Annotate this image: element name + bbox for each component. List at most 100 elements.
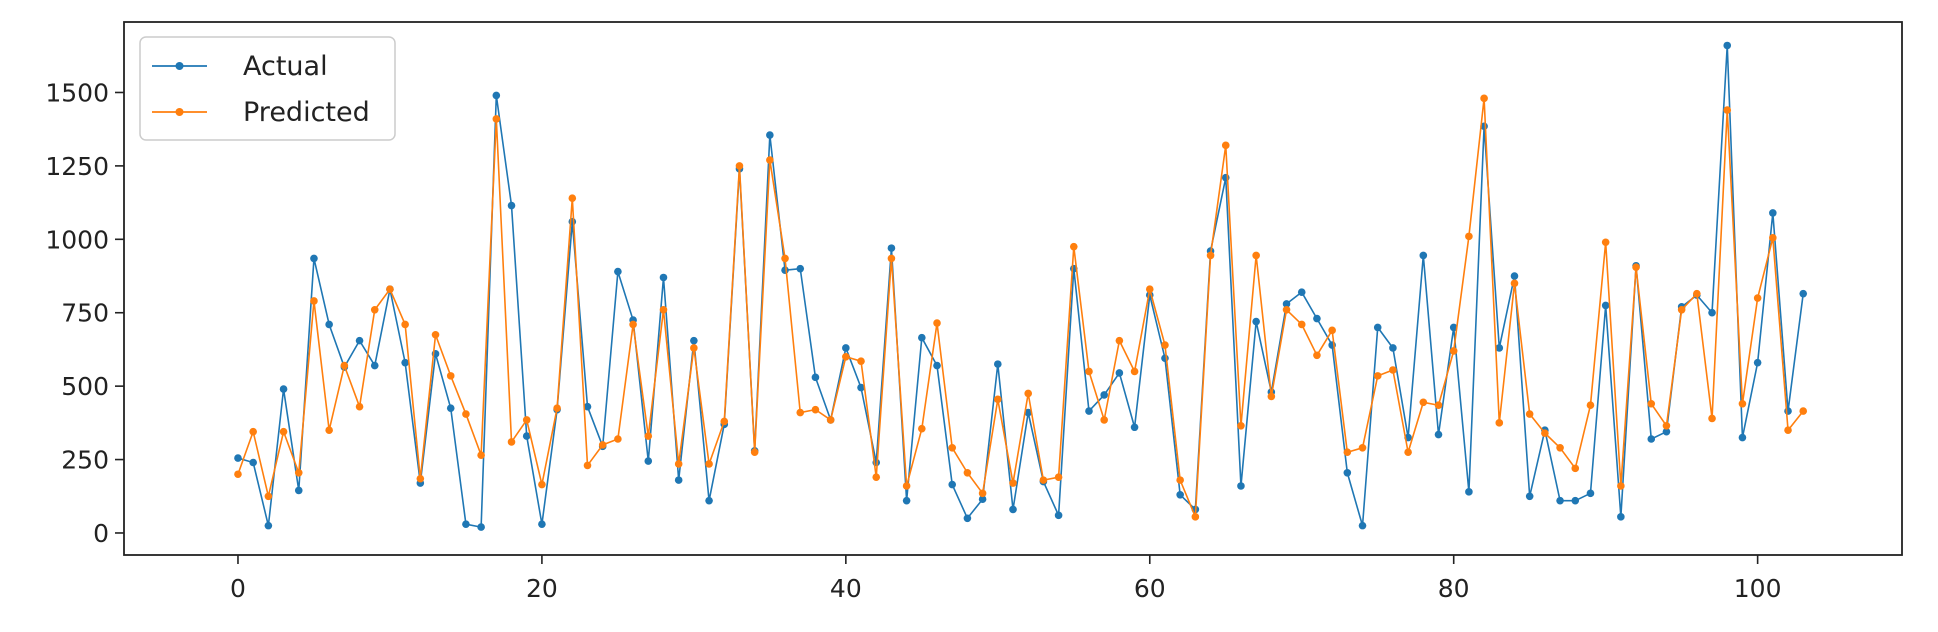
data-point-actual [583,402,592,411]
data-point-predicted [1176,476,1184,484]
data-point-predicted [750,448,759,457]
data-point-actual [1784,407,1792,415]
data-point-actual [1723,41,1732,50]
data-point-actual [674,476,683,484]
data-point-predicted [234,470,242,479]
data-point-predicted [1282,305,1291,314]
data-point-predicted [842,352,850,361]
x-tick-label: 60 [1134,574,1166,603]
data-point-actual [1313,314,1321,323]
data-point-actual [766,131,774,139]
data-point-predicted [1191,513,1200,521]
data-point-predicted [1297,320,1306,329]
data-point-predicted [1571,464,1580,473]
data-point-predicted [1677,305,1686,314]
data-point-predicted [1252,251,1260,260]
data-point-actual [1237,482,1245,490]
data-point-predicted [1085,367,1093,376]
data-point-actual [1009,505,1017,514]
data-point-predicted [1373,372,1382,380]
data-point-actual [1282,300,1291,308]
data-point-actual [1586,489,1595,498]
data-point-actual [462,520,470,528]
data-point-actual [948,480,957,489]
legend-marker-predicted [175,108,184,116]
data-point-actual [1738,433,1747,442]
data-point-predicted [1738,399,1747,408]
data-point-predicted [1784,426,1792,434]
series-layer [234,41,1808,531]
data-point-predicted [477,451,485,459]
data-point-predicted [416,474,425,483]
data-point-actual [310,254,318,263]
data-point-predicted [522,416,531,424]
data-point-predicted [659,305,668,314]
data-point-predicted [1145,285,1154,294]
data-point-predicted [918,424,926,433]
data-point-predicted [1221,141,1230,150]
data-point-actual [264,521,273,530]
data-point-predicted [553,404,561,412]
data-point-predicted [1617,482,1625,490]
data-point-actual [1343,468,1352,477]
data-point-predicted [796,408,805,417]
data-point-actual [1373,323,1382,332]
legend-label-actual: Actual [243,51,328,82]
x-tick-label: 40 [830,574,862,603]
data-point-actual [1024,408,1032,417]
data-point-predicted [1389,366,1397,374]
data-point-predicted [583,461,592,470]
data-point-actual [796,264,805,273]
data-point-actual [1100,391,1108,399]
legend-label-predicted: Predicted [243,97,370,128]
data-point-actual [1252,317,1260,326]
y-tick-label: 1250 [45,152,109,181]
data-point-predicted [279,427,288,436]
y-tick-label: 1500 [45,78,109,107]
data-point-actual [446,404,455,412]
data-point-predicted [1799,407,1808,415]
data-point-predicted [1708,414,1716,423]
data-point-actual [659,273,668,282]
data-point-actual [1085,407,1093,415]
data-point-predicted [355,402,364,411]
data-point-predicted [1358,444,1367,452]
x-tick-label: 100 [1734,574,1782,603]
data-point-predicted [1586,401,1595,410]
data-point-actual [1510,272,1519,280]
data-point-predicted [370,305,379,314]
data-point-predicted [690,344,698,352]
y-tick-label: 750 [61,299,109,328]
data-point-predicted [1328,326,1336,335]
data-point-actual [1708,308,1716,317]
data-point-actual [1495,344,1504,352]
data-point-actual [963,514,972,523]
data-point-predicted [887,254,896,263]
y-tick-label: 250 [61,446,109,475]
data-point-actual [507,201,516,210]
data-point-actual [978,495,987,504]
data-point-actual [1297,288,1306,296]
data-point-predicted [826,416,835,424]
x-tick-label: 0 [230,574,246,603]
data-point-predicted [1434,401,1443,410]
data-point-predicted [1419,398,1428,407]
data-point-predicted [1267,392,1276,401]
data-point-actual [1419,251,1428,260]
data-point-actual [355,336,364,345]
data-point-predicted [1054,473,1063,481]
data-point-predicted [735,162,744,170]
data-point-predicted [1237,421,1245,430]
y-axis: 0 250 500 750 1000 1250 1500 [45,78,124,548]
data-point-predicted [1206,251,1215,260]
data-point-predicted [902,482,911,490]
data-point-predicted [1130,367,1139,376]
data-point-actual [1617,513,1625,521]
data-point-actual [325,320,333,329]
data-point-actual [1465,488,1473,496]
data-point-actual [492,91,501,100]
data-point-predicted [1465,232,1473,241]
data-point-actual [1647,435,1656,443]
data-point-actual [1601,301,1610,310]
data-point-actual [902,496,911,505]
